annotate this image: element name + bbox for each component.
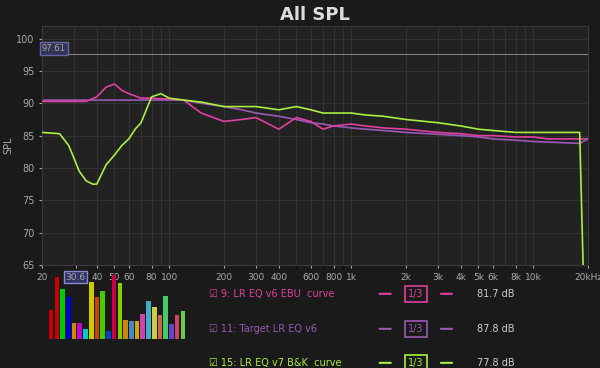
Text: 97.61: 97.61 [42, 44, 66, 53]
Bar [77, 323, 82, 339]
Bar [112, 276, 116, 339]
Bar [66, 297, 71, 339]
Bar [83, 329, 88, 339]
Bar [118, 283, 122, 339]
Text: 1/3: 1/3 [408, 289, 424, 299]
Bar [95, 297, 99, 339]
Bar [55, 277, 59, 339]
Bar [169, 324, 174, 339]
Bar [163, 296, 168, 339]
Bar [89, 282, 94, 339]
Text: 87.8 dB: 87.8 dB [477, 324, 515, 334]
Text: ☑ 9: LR EQ v6 EBU  curve: ☑ 9: LR EQ v6 EBU curve [209, 289, 335, 299]
Bar [140, 314, 145, 339]
Bar [106, 331, 110, 339]
Text: 81.7 dB: 81.7 dB [477, 289, 515, 299]
Bar [181, 311, 185, 339]
Text: 1/3: 1/3 [408, 358, 424, 368]
Bar [60, 289, 65, 339]
Bar [49, 310, 53, 339]
Text: ☑ 11: Target LR EQ v6: ☑ 11: Target LR EQ v6 [209, 324, 317, 334]
Bar [146, 301, 151, 339]
Bar [129, 322, 134, 339]
Title: All SPL: All SPL [280, 6, 350, 24]
Bar [72, 323, 76, 339]
Bar [100, 291, 105, 339]
Bar [135, 321, 139, 339]
Y-axis label: SPL: SPL [3, 137, 13, 154]
Text: ☑ 15: LR EQ v7 B&K  curve: ☑ 15: LR EQ v7 B&K curve [209, 358, 342, 368]
Text: 1/3: 1/3 [408, 324, 424, 334]
Bar [152, 307, 157, 339]
Bar [158, 315, 162, 339]
Text: 77.8 dB: 77.8 dB [477, 358, 515, 368]
Bar [124, 320, 128, 339]
Bar [175, 315, 179, 339]
